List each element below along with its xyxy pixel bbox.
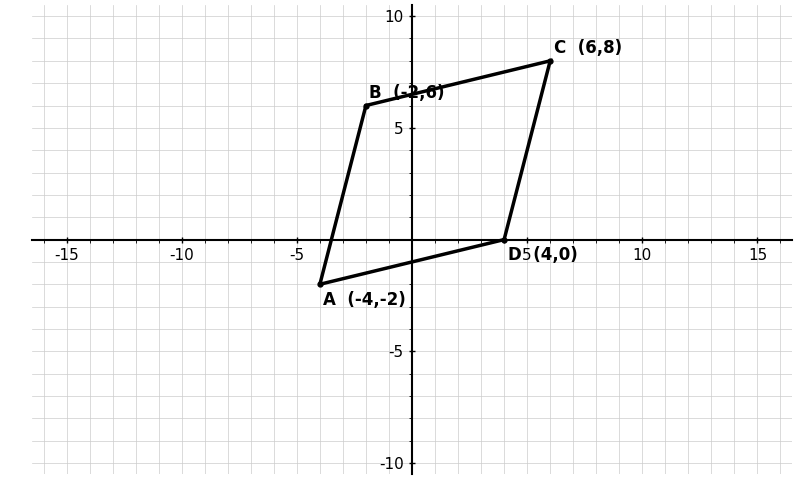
- Text: A  (-4,-2): A (-4,-2): [323, 291, 406, 309]
- Text: D  (4,0): D (4,0): [507, 247, 578, 264]
- Text: C  (6,8): C (6,8): [554, 40, 622, 57]
- Text: B  (-2,6): B (-2,6): [370, 84, 445, 102]
